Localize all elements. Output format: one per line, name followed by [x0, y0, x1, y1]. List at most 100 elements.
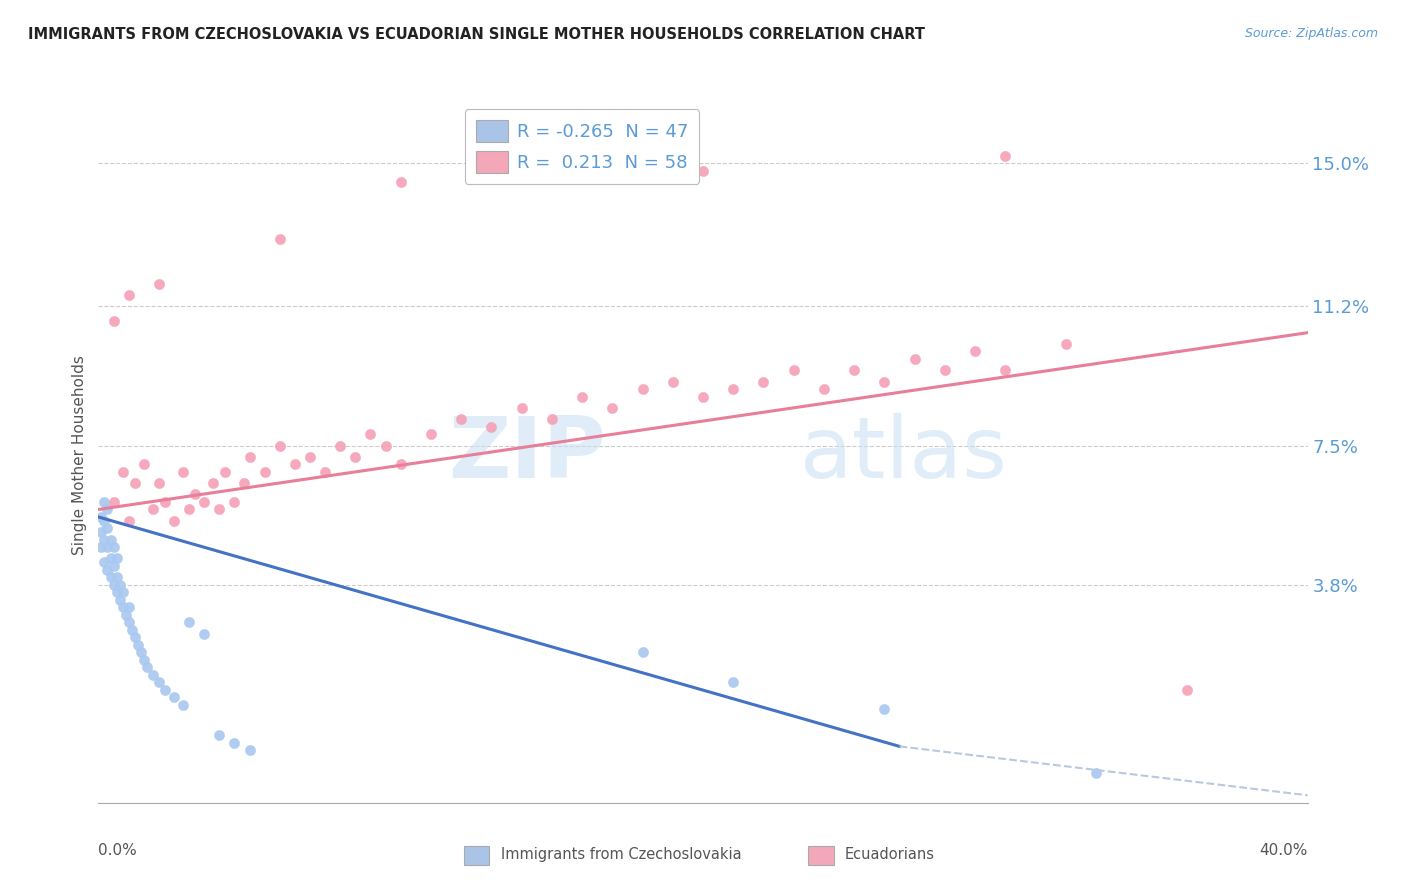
Point — [510, 401, 533, 415]
Point — [965, 344, 987, 359]
Point — [360, 427, 382, 442]
Point — [118, 514, 141, 528]
Point — [269, 438, 291, 452]
Point — [172, 698, 194, 712]
Point — [202, 476, 225, 491]
Point — [148, 675, 170, 690]
Point — [481, 419, 503, 434]
Point — [118, 288, 141, 302]
Point — [177, 502, 201, 516]
Point — [142, 668, 165, 682]
Point — [994, 149, 1017, 163]
Point — [100, 570, 122, 584]
Point — [172, 465, 194, 479]
Point — [96, 502, 118, 516]
Point — [148, 476, 170, 491]
Point — [873, 375, 896, 389]
Point — [450, 412, 472, 426]
Point — [752, 375, 775, 389]
Point — [96, 521, 118, 535]
Point — [208, 728, 231, 742]
Point — [813, 382, 835, 396]
Point — [103, 495, 125, 509]
Point — [103, 314, 125, 328]
Point — [631, 382, 654, 396]
Point — [721, 675, 744, 690]
Point — [344, 450, 367, 464]
Point — [103, 540, 125, 554]
Y-axis label: Single Mother Households: Single Mother Households — [72, 355, 87, 555]
Point — [90, 524, 112, 539]
Point — [193, 495, 215, 509]
Point — [661, 375, 683, 389]
Point — [121, 623, 143, 637]
Point — [224, 736, 246, 750]
Text: IMMIGRANTS FROM CZECHOSLOVAKIA VS ECUADORIAN SINGLE MOTHER HOUSEHOLDS CORRELATIO: IMMIGRANTS FROM CZECHOSLOVAKIA VS ECUADO… — [28, 27, 925, 42]
Point — [1175, 683, 1198, 698]
Point — [314, 465, 336, 479]
Point — [329, 438, 352, 452]
Text: ZIP: ZIP — [449, 413, 606, 497]
Point — [389, 458, 412, 472]
Point — [1085, 765, 1108, 780]
Point — [163, 514, 186, 528]
Point — [108, 592, 131, 607]
Point — [389, 175, 412, 189]
Point — [299, 450, 322, 464]
Point — [163, 690, 186, 705]
Point — [184, 487, 207, 501]
Point — [571, 390, 593, 404]
Point — [129, 645, 152, 659]
Legend: R = -0.265  N = 47, R =  0.213  N = 58: R = -0.265 N = 47, R = 0.213 N = 58 — [465, 109, 699, 184]
Point — [103, 577, 125, 591]
Text: Source: ZipAtlas.com: Source: ZipAtlas.com — [1244, 27, 1378, 40]
Point — [100, 533, 122, 547]
Point — [96, 563, 118, 577]
Point — [232, 476, 254, 491]
Point — [631, 645, 654, 659]
Point — [692, 164, 714, 178]
Point — [135, 660, 157, 674]
Point — [105, 585, 128, 599]
Point — [103, 558, 125, 573]
Point — [224, 495, 246, 509]
Point — [118, 615, 141, 630]
Point — [111, 600, 134, 615]
Text: atlas: atlas — [800, 413, 1008, 497]
Point — [124, 630, 146, 644]
Point — [124, 476, 146, 491]
Point — [419, 427, 441, 442]
Point — [93, 514, 115, 528]
Point — [193, 626, 215, 640]
Point — [93, 495, 115, 509]
Point — [148, 277, 170, 291]
Point — [90, 510, 112, 524]
Point — [96, 540, 118, 554]
Point — [284, 458, 307, 472]
Text: Ecuadorians: Ecuadorians — [845, 847, 935, 862]
Point — [105, 570, 128, 584]
Point — [994, 363, 1017, 377]
Point — [782, 363, 804, 377]
Point — [118, 600, 141, 615]
Point — [153, 495, 176, 509]
Point — [177, 615, 201, 630]
Point — [153, 683, 176, 698]
Point — [111, 465, 134, 479]
Point — [904, 351, 927, 366]
Point — [127, 638, 149, 652]
Point — [105, 551, 128, 566]
Text: Immigrants from Czechoslovakia: Immigrants from Czechoslovakia — [501, 847, 741, 862]
Text: 40.0%: 40.0% — [1260, 843, 1308, 858]
Point — [214, 465, 236, 479]
Point — [93, 555, 115, 569]
Point — [208, 502, 231, 516]
Point — [934, 363, 956, 377]
Point — [721, 382, 744, 396]
Point — [374, 438, 396, 452]
Point — [108, 577, 131, 591]
Point — [90, 540, 112, 554]
Point — [873, 702, 896, 716]
Point — [93, 533, 115, 547]
Point — [114, 607, 136, 622]
